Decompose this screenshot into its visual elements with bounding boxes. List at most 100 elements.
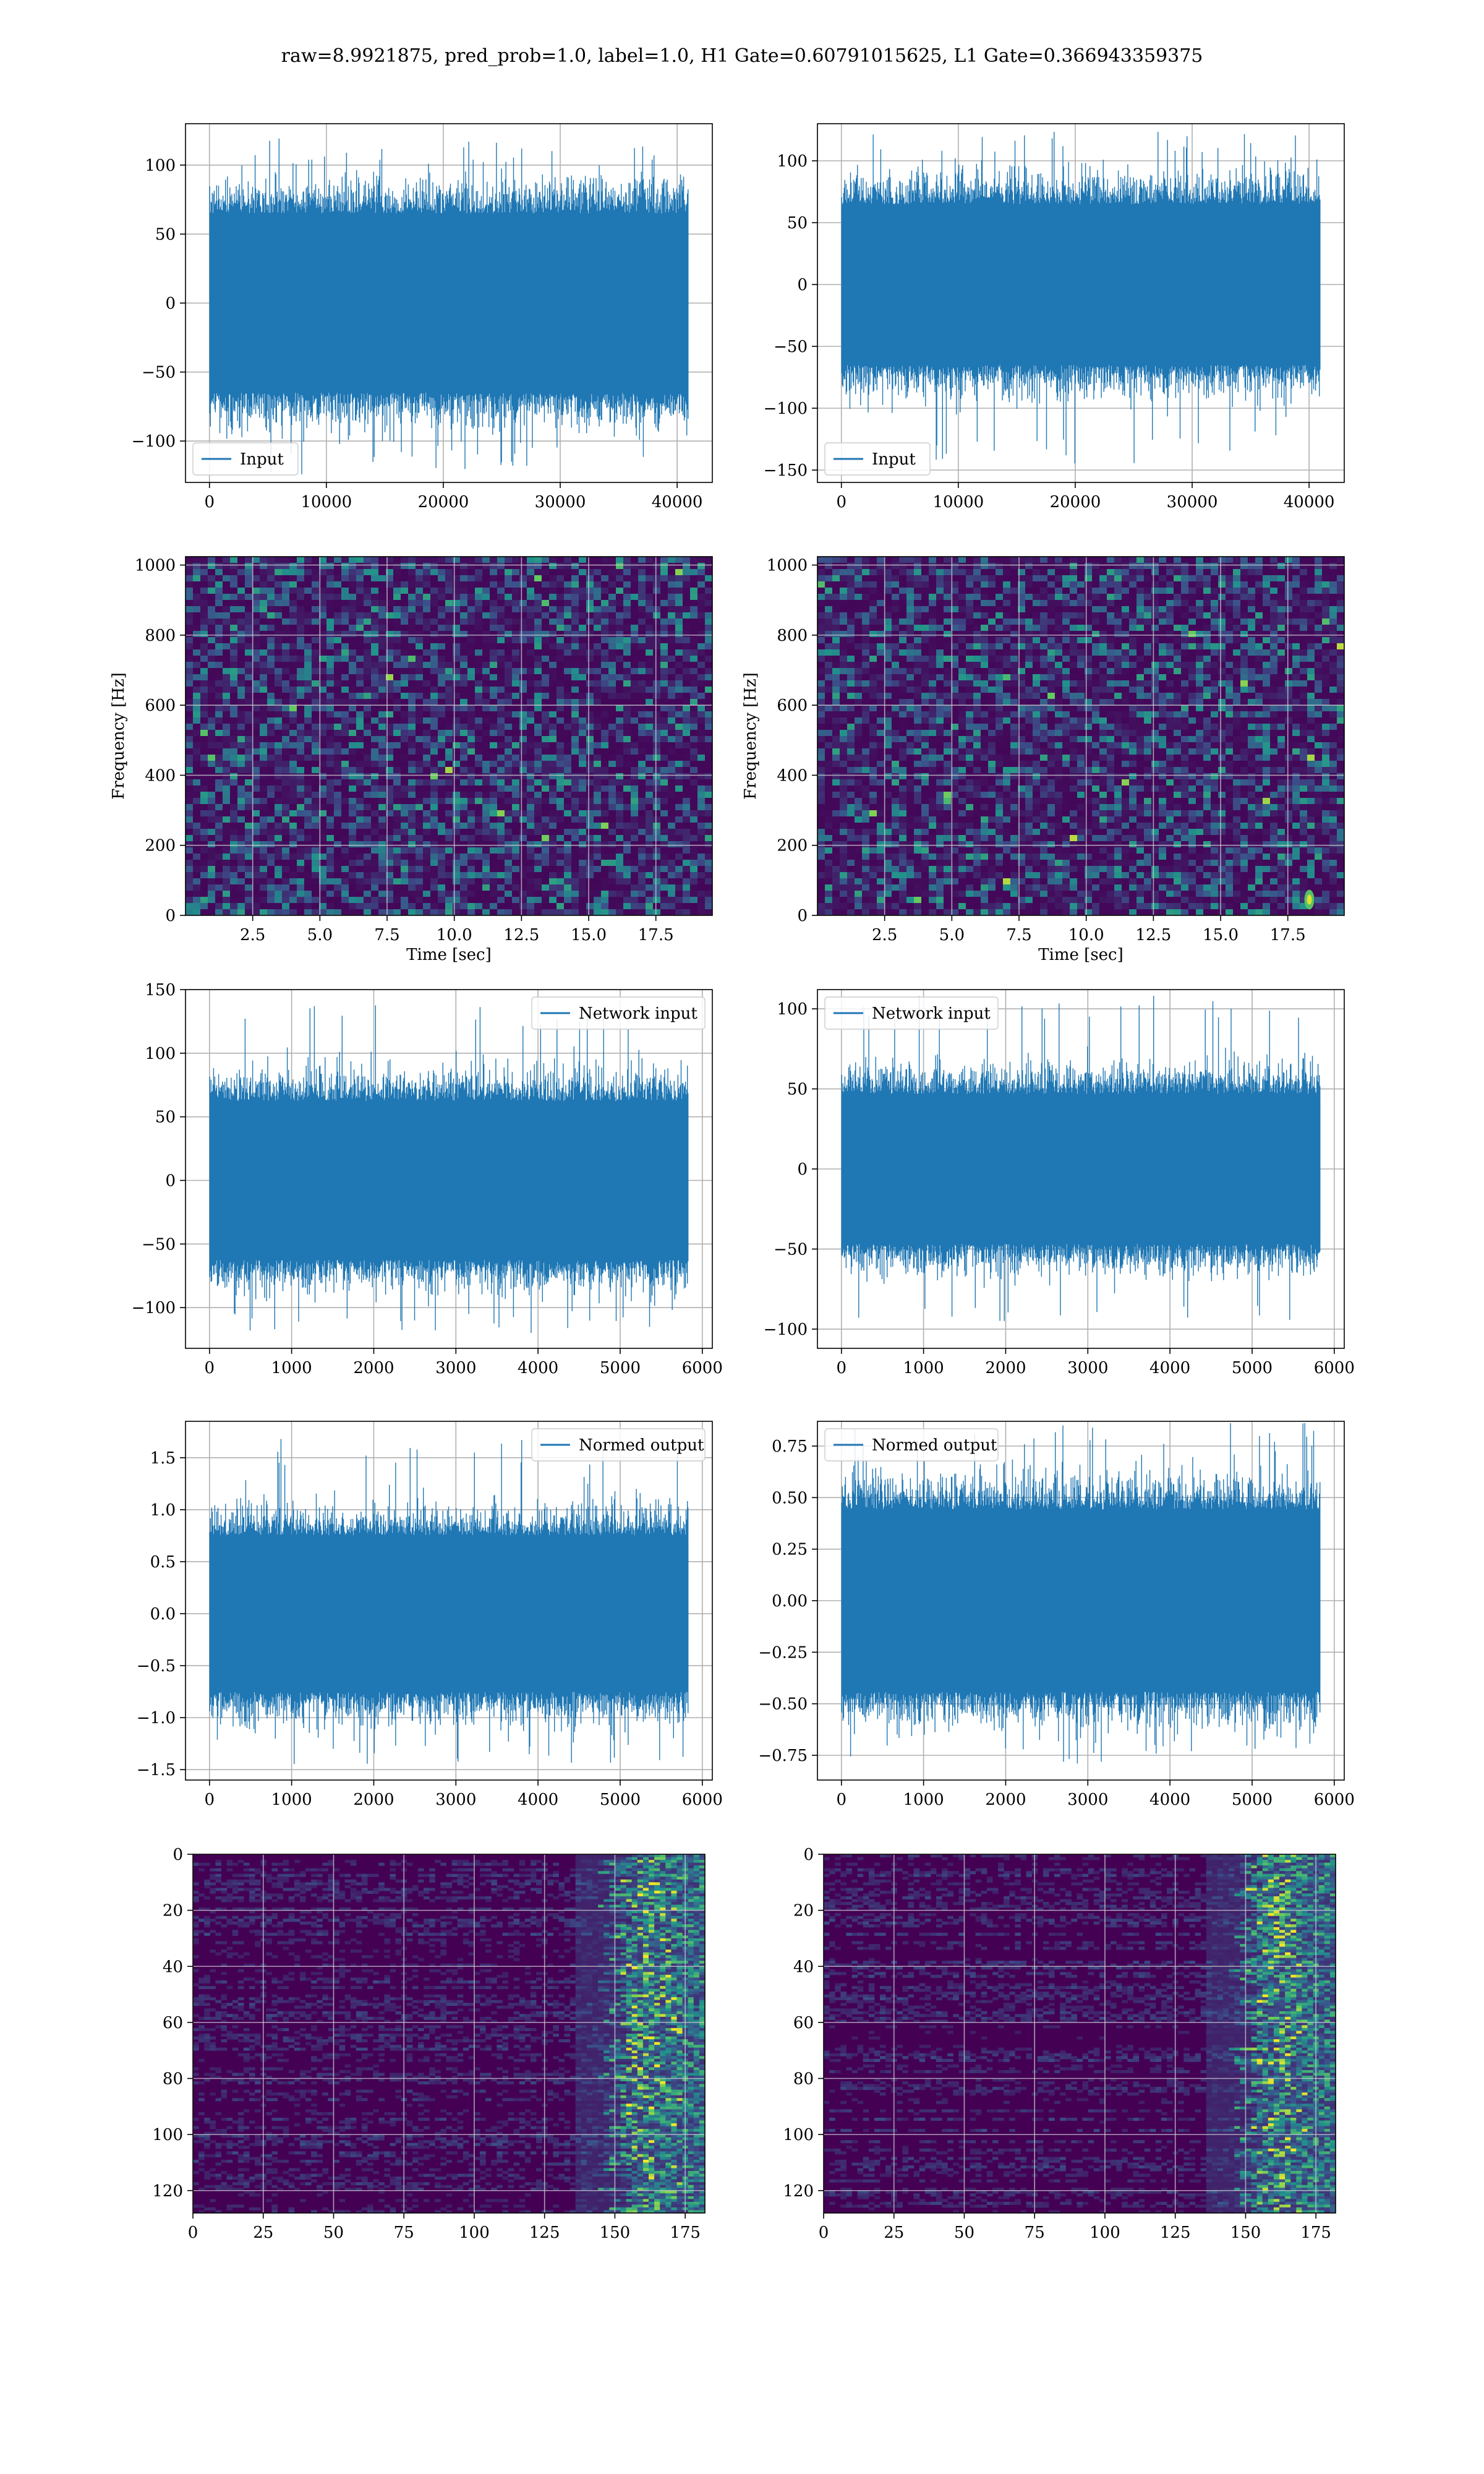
heatmap-cell	[847, 600, 855, 607]
heatmap-cell	[378, 575, 386, 582]
heatmap-cell	[237, 612, 245, 619]
heatmap-cell	[586, 823, 594, 829]
heatmap-cell	[869, 575, 877, 582]
heatmap-cell	[527, 823, 535, 829]
heatmap-cell	[646, 662, 654, 669]
heatmap-cell	[334, 575, 342, 582]
heatmap-cell	[906, 687, 915, 693]
heatmap-cell	[564, 816, 572, 823]
heatmap-cell	[556, 798, 565, 805]
heatmap-cell	[832, 625, 840, 631]
heatmap-cell	[817, 569, 825, 576]
heatmap-cell	[594, 736, 602, 743]
heatmap-cell	[453, 804, 461, 811]
heatmap-cell	[267, 606, 275, 613]
heatmap-cell	[416, 854, 424, 860]
heatmap-cell	[653, 594, 661, 601]
heatmap-cell	[341, 909, 349, 915]
heatmap-cell	[906, 792, 915, 798]
heatmap-cell	[594, 841, 602, 848]
heatmap-cell	[586, 773, 594, 780]
heatmap-cell	[430, 711, 438, 718]
heatmap-cell	[430, 773, 438, 780]
heatmap-cell	[877, 804, 885, 811]
heatmap-cell	[660, 773, 668, 780]
heatmap-cell	[408, 884, 416, 891]
heatmap-cell	[519, 748, 527, 755]
heatmap-cell	[356, 618, 364, 625]
heatmap-cell	[334, 625, 342, 631]
heatmap-cell	[534, 606, 542, 613]
heatmap-cell	[832, 569, 840, 576]
heatmap-cell	[252, 748, 260, 755]
heatmap-cell	[252, 680, 260, 687]
heatmap-cell	[356, 736, 364, 743]
heatmap-cell	[512, 569, 520, 576]
heatmap-cell	[899, 773, 907, 780]
heatmap-cell	[601, 841, 609, 848]
heatmap-cell	[208, 816, 216, 823]
heatmap-cell	[601, 755, 609, 761]
heatmap-cell	[200, 804, 208, 811]
heatmap-cell	[304, 588, 312, 594]
heatmap-cell	[631, 637, 639, 644]
heatmap-cell	[571, 823, 579, 829]
heatmap-cell	[378, 878, 386, 885]
heatmap-cell	[683, 792, 691, 798]
heatmap-cell	[660, 872, 668, 879]
heatmap-cell	[608, 878, 616, 885]
heatmap-cell	[847, 693, 855, 700]
heatmap-cell	[847, 557, 855, 563]
heatmap-cell	[519, 785, 527, 792]
heatmap-cell	[289, 649, 297, 656]
heatmap-cell	[556, 631, 565, 638]
heatmap-cell	[549, 662, 557, 669]
heatmap-cell	[899, 717, 907, 724]
heatmap-cell	[690, 792, 698, 798]
heatmap-cell	[512, 693, 520, 700]
heatmap-cell	[497, 847, 505, 854]
heatmap-cell	[623, 792, 631, 798]
heatmap-cell	[571, 884, 579, 891]
heatmap-cell	[282, 693, 290, 700]
heatmap-cell	[475, 687, 483, 693]
heatmap-cell	[267, 823, 275, 829]
heatmap-cell	[512, 575, 520, 582]
heatmap-cell	[482, 748, 490, 755]
heatmap-cell	[638, 897, 646, 904]
heatmap-cell	[223, 643, 231, 650]
heatmap-cell	[616, 668, 624, 675]
heatmap-cell	[638, 767, 646, 774]
heatmap-cell	[899, 594, 907, 601]
heatmap-cell	[393, 798, 401, 805]
heatmap-cell	[237, 909, 245, 915]
heatmap-cell	[378, 816, 386, 823]
heatmap-cell	[386, 668, 394, 675]
heatmap-cell	[230, 792, 238, 798]
heatmap-cell	[482, 866, 490, 873]
heatmap-cell	[825, 792, 833, 798]
heatmap-cell	[512, 643, 520, 650]
heatmap-cell	[697, 761, 706, 768]
heatmap-cell	[371, 668, 379, 675]
heatmap-cell	[571, 649, 579, 656]
heatmap-cell	[186, 600, 194, 607]
heatmap-cell	[430, 625, 438, 631]
heatmap-cell	[371, 854, 379, 860]
heatmap-cell	[260, 724, 268, 730]
heatmap-cell	[467, 569, 475, 576]
heatmap-cell	[334, 693, 342, 700]
heatmap-cell	[675, 841, 683, 848]
heatmap-cell	[386, 903, 394, 910]
heatmap-cell	[282, 748, 290, 755]
heatmap-cell	[631, 674, 639, 681]
heatmap-cell	[697, 767, 706, 774]
heatmap-cell	[282, 798, 290, 805]
heatmap-cell	[668, 662, 676, 669]
heatmap-cell	[453, 612, 461, 619]
heatmap-cell	[892, 625, 900, 631]
heatmap-cell	[393, 829, 401, 836]
heatmap-cell	[527, 693, 535, 700]
heatmap-cell	[490, 841, 498, 848]
heatmap-cell	[571, 662, 579, 669]
